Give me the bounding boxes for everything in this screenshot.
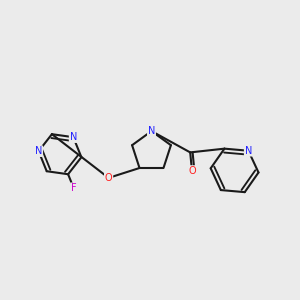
Text: N: N xyxy=(245,146,252,156)
Text: N: N xyxy=(35,146,42,156)
Text: O: O xyxy=(105,173,112,183)
Text: N: N xyxy=(148,126,155,136)
Text: F: F xyxy=(71,183,76,193)
Text: O: O xyxy=(188,166,196,176)
Text: N: N xyxy=(70,132,77,142)
